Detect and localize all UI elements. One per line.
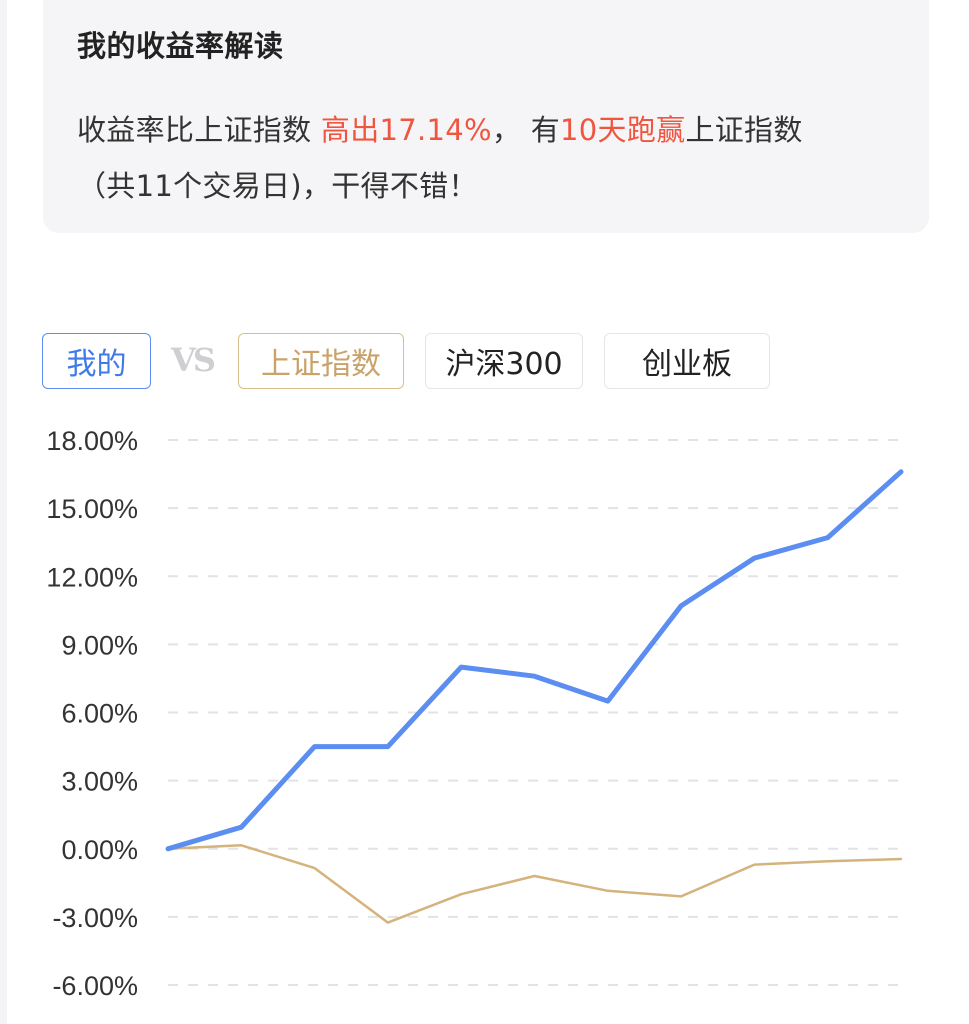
tab-chinext[interactable]: 创业板: [604, 333, 770, 389]
tab-hs300[interactable]: 沪深300: [425, 333, 583, 389]
series-line-mine: [165, 469, 904, 852]
series-line-shanghai: [166, 844, 903, 924]
summary-middle: ， 有: [491, 113, 561, 147]
y-tick-label: 12.00%: [46, 562, 138, 592]
summary-line2: （共11个交易日)，干得不错！: [77, 169, 478, 203]
card-summary: 收益率比上证指数 高出17.14%， 有10天跑赢上证指数 （共11个交易日)，…: [77, 102, 895, 214]
y-tick-label: 0.00%: [61, 835, 138, 865]
y-tick-label: -3.00%: [52, 903, 138, 933]
summary-prefix: 收益率比上证指数: [77, 113, 321, 147]
y-tick-label: 15.00%: [46, 494, 138, 524]
tab-shanghai-index[interactable]: 上证指数: [238, 333, 404, 389]
y-tick-label: 18.00%: [46, 426, 138, 456]
vs-icon: VS: [171, 341, 216, 379]
y-tick-label: 9.00%: [61, 630, 138, 660]
returns-interpretation-card: 我的收益率解读 收益率比上证指数 高出17.14%， 有10天跑赢上证指数 （共…: [43, 0, 929, 233]
summary-suffix: 上证指数: [685, 113, 803, 147]
y-tick-label: -6.00%: [52, 971, 138, 1001]
tab-mine[interactable]: 我的: [42, 333, 151, 389]
left-edge: [0, 0, 7, 1024]
outperform-percentage: 高出17.14%: [320, 113, 492, 147]
y-tick-label: 3.00%: [61, 767, 138, 797]
y-tick-label: 6.00%: [61, 699, 138, 729]
winning-days: 10天跑赢: [560, 113, 686, 147]
card-title: 我的收益率解读: [77, 29, 284, 63]
